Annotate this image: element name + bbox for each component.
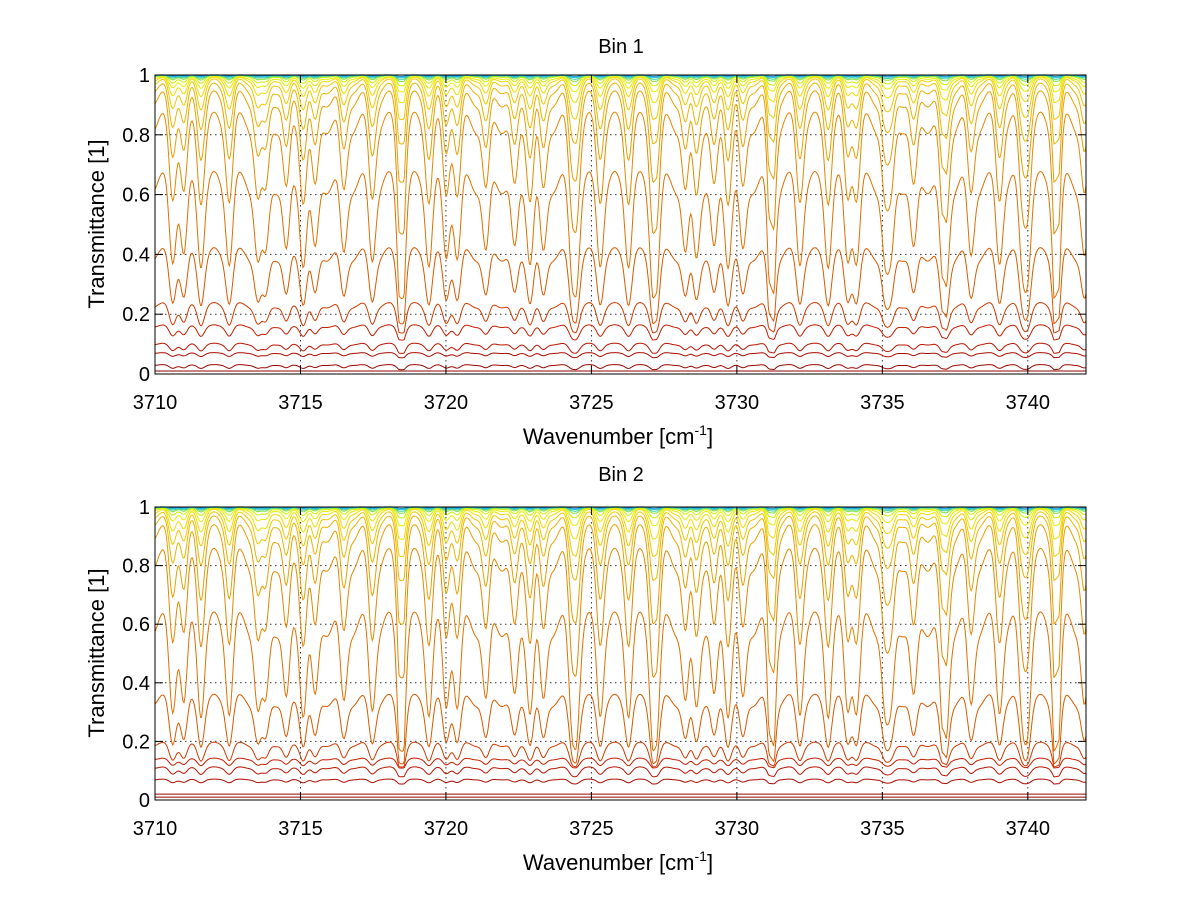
series-line [154,301,1087,334]
x-tick-label: 3725 [569,392,614,414]
series-line [154,342,1087,354]
x-tick-label: 3740 [1006,392,1051,414]
plot-area-frame [154,506,1087,801]
series-line [154,693,1087,765]
series-line [154,611,1087,753]
x-tick-label: 3735 [860,818,905,840]
x-tick-label: 3715 [278,818,323,840]
x-axis-label: Wavenumber [cm-1] [523,848,713,875]
series-line [154,778,1087,785]
x-tick-label: 3730 [715,818,760,840]
y-tick-label: 0.6 [122,185,150,207]
y-ticks: 0 0.2 0.4 0.6 0.8 1 [122,65,1086,386]
series-line [154,524,1087,625]
x-tick-label: 3730 [715,392,760,414]
series-line [154,170,1087,300]
series-line [154,247,1087,325]
y-tick-label: 0.8 [122,125,150,147]
series-line [154,90,1087,184]
x-tick-label: 3715 [278,392,323,414]
y-tick-label: 0.2 [122,304,150,326]
chart-title: Bin 2 [598,464,644,486]
series-line [154,741,1087,768]
y-tick-label: 1 [139,497,150,519]
x-axis-label: Wavenumber [cm-1] [523,422,713,449]
y-tick-label: 0.8 [122,556,150,578]
panel-bin-2: Bin 2 3710 3715 3720 3725 3730 3735 3740 00.20… [84,464,1087,875]
y-tick-label: 1 [139,65,150,87]
series-line [154,757,1087,769]
panel-bin-1: Bin 1 3710 3715 3720 3725 3730 3735 3740 00.20… [84,36,1087,449]
y-tick-label: 0 [139,790,150,812]
x-tick-label: 3740 [1006,818,1051,840]
series-line [154,515,1087,582]
chart-title: Bin 1 [598,36,644,58]
series-line [154,507,1087,519]
series-line [154,111,1087,235]
series-line [154,547,1087,679]
y-ticks: 0 0.2 0.4 0.6 0.8 1 [122,497,1086,812]
series-line [154,324,1087,341]
x-tick-label: 3720 [424,818,469,840]
series-line [154,511,1087,558]
series-line [154,364,1087,371]
series-line [154,766,1087,778]
y-tick-label: 0.6 [122,614,150,636]
plot-area-frame [154,74,1087,375]
y-tick-label: 0.4 [122,244,150,266]
series-line [154,76,1087,104]
series-line [154,82,1087,145]
x-tick-label: 3720 [424,392,469,414]
series-line [154,352,1087,359]
y-axis-label: Transmittance [1] [84,568,109,737]
x-ticks: 3710 3715 3720 3725 3730 3735 3740 [133,75,1050,414]
y-tick-label: 0 [139,364,150,386]
series-line [154,76,1087,93]
series-line [154,78,1087,121]
x-tick-label: 3710 [133,392,178,414]
x-ticks: 3710 3715 3720 3725 3730 3735 3740 [133,507,1050,840]
y-tick-label: 0.4 [122,673,150,695]
series-line [154,75,1087,87]
series-line [154,508,1087,540]
y-tick-label: 0.2 [122,731,150,753]
y-axis-label: Transmittance [1] [84,139,109,308]
series-line [154,507,1087,527]
x-tick-label: 3710 [133,818,178,840]
x-tick-label: 3725 [569,818,614,840]
x-tick-label: 3735 [860,392,905,414]
